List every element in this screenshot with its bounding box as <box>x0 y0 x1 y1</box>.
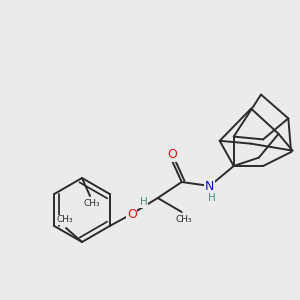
Text: H: H <box>140 197 148 207</box>
Text: N: N <box>205 179 214 193</box>
Text: CH₃: CH₃ <box>57 215 73 224</box>
Text: CH₃: CH₃ <box>84 200 100 208</box>
Text: CH₃: CH₃ <box>176 215 192 224</box>
Text: H: H <box>208 193 216 203</box>
Text: O: O <box>167 148 177 161</box>
Text: O: O <box>127 208 137 220</box>
